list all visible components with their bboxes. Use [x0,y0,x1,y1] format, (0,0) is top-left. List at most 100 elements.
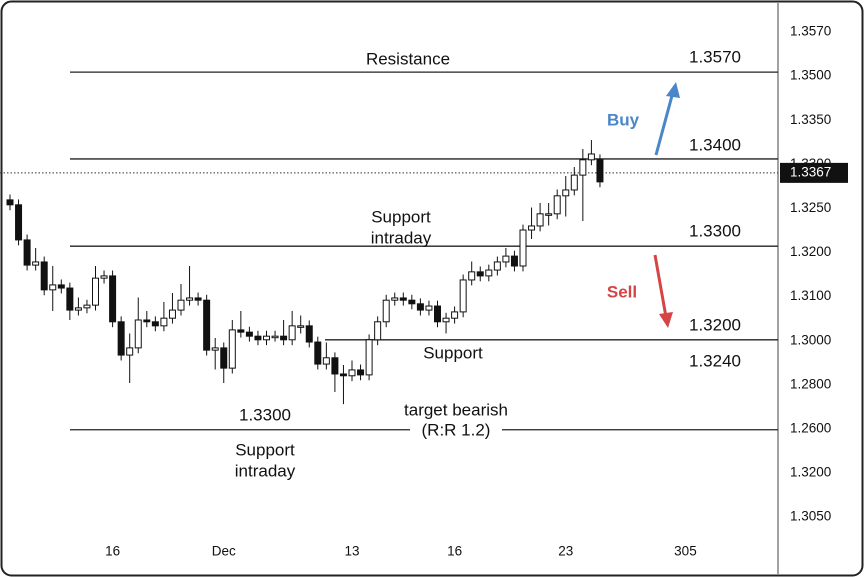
candle-body [502,255,510,263]
candle-body [288,325,296,341]
candle-body [40,261,48,291]
candle-body [297,325,305,328]
candle-body [57,284,65,289]
candle-body [416,303,424,311]
candle-body [109,275,117,323]
candle-body [211,347,219,351]
annotations: Resistance 1.3570 1.3400 Buy Support int… [235,47,741,480]
candle-body [245,331,253,337]
candle-body [134,319,142,349]
candle-body [220,347,228,369]
price-axis-label: 1.3200 [790,244,831,259]
x-tick-label: 305 [674,544,697,559]
candle-body [442,317,450,323]
x-tick-label: 16 [447,544,462,559]
candle-body [151,321,159,327]
current-price-tag [780,162,848,183]
candle-body [434,305,441,323]
candle-body [263,335,270,341]
price-axis-label: 1.3000 [790,332,831,347]
x-tick-label: Dec [212,544,236,559]
candle-body [408,299,416,305]
current-price-label: 1.3367 [790,164,831,179]
label: Support [371,207,431,226]
candle-body [382,299,390,323]
buy-arrow-head [666,82,680,98]
price-axis-label: 1.3350 [790,112,831,127]
candle-body [562,189,570,197]
candle-body [391,297,399,301]
candle-body [271,335,279,339]
candle-body [117,321,125,356]
candle-body [66,287,74,311]
candle-body [23,239,31,266]
candle-body [32,261,40,266]
candle-body [280,335,288,341]
candle-body [510,255,518,267]
candle-body [322,357,330,365]
price-axis-label: 1.2600 [790,420,831,435]
candle-body [186,297,194,301]
candle-body [314,341,322,365]
x-tick-label: 16 [105,544,120,559]
candle-body [493,261,501,271]
group [410,421,502,441]
label: Resistance [366,49,450,68]
candle-body [6,199,14,206]
price-axis-label: 1.3250 [790,200,831,215]
sell-arrow-head [659,312,673,328]
candle-body [553,195,561,215]
candle-body [536,213,544,227]
label: target bearish [404,400,508,419]
candle-body [74,307,82,311]
label: 1.3300 [689,221,741,240]
buy-arrow [654,91,675,156]
candle-body [305,325,313,343]
candle-body [425,305,433,311]
price-axis-label: 1.2800 [790,376,831,391]
candle-body [468,271,476,281]
price-axis-label: 1.3200 [790,465,831,480]
label: Support [423,343,483,362]
candle-body [168,309,176,319]
candle-body [49,284,57,291]
sell-label: Sell [607,282,637,301]
candle-body [92,277,99,306]
candle-body [194,297,202,301]
candle-body [374,321,382,341]
candle-body [143,319,151,323]
candle-body [254,335,262,341]
candle-body [485,269,493,277]
candle-body [357,369,365,376]
candle-body [459,279,467,313]
candle-body [339,373,347,377]
x-tick-label: 13 [344,544,359,559]
label: 1.3200 [689,315,741,334]
candle-body [476,271,484,277]
candle-body [177,299,185,311]
candle-body [83,304,91,309]
price-axis-label: 1.3500 [790,68,831,83]
label: (R:R 1.2) [422,420,491,439]
candle-body [587,153,595,161]
candle-body [203,299,211,351]
label: intraday [235,461,296,480]
label: 1.3240 [689,351,741,370]
buy-label: Buy [607,110,640,129]
x-tick-label: 23 [558,544,573,559]
candle-body [348,369,356,377]
price-axis-label: 1.3100 [790,288,831,303]
candle-body [15,204,23,241]
candle-body [528,225,536,231]
label: 1.3400 [689,135,741,154]
candle-body [519,229,527,267]
price-axis-label: 1.3570 [790,24,831,39]
candle-body [365,339,373,376]
candle-body [570,174,578,191]
candle-body [596,159,604,183]
price-axis-label: 1.3050 [790,509,831,524]
candle-body [399,297,407,301]
candle-body [228,329,236,369]
